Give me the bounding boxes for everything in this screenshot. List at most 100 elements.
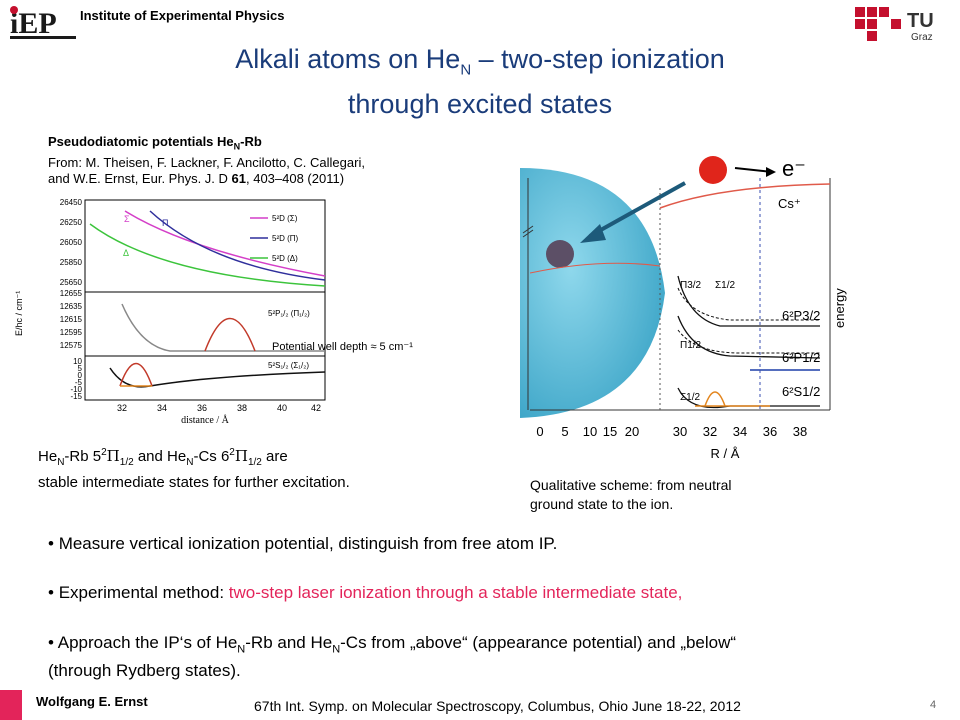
label-sigma-1-2-upper: Σ1/2 bbox=[715, 280, 736, 291]
ytick-bot-2: 0 bbox=[78, 371, 83, 380]
xtick-3: 38 bbox=[237, 403, 247, 413]
alkali-atom-on-droplet bbox=[546, 240, 574, 268]
ytick-bot-3: -5 bbox=[75, 378, 83, 387]
label-6s-1-2: 6²S1/2 bbox=[782, 384, 820, 399]
label-pi: Π bbox=[162, 218, 169, 228]
title-line-2: through excited states bbox=[347, 89, 613, 120]
ytick-mid-3: 12595 bbox=[60, 328, 83, 337]
ion-label: Cs⁺ bbox=[778, 196, 801, 211]
page-number: 4 bbox=[930, 699, 937, 711]
xtick-5: 42 bbox=[311, 403, 321, 413]
ytick-top-3: 25850 bbox=[60, 258, 83, 267]
r-tick-2: 10 bbox=[583, 424, 597, 439]
right-caption: Qualitative scheme: from neutral ground … bbox=[530, 476, 732, 514]
ytick-bot-5: -15 bbox=[70, 392, 82, 401]
label-sigma: Σ bbox=[124, 214, 130, 224]
ytick-top-0: 26450 bbox=[60, 198, 83, 207]
reference-line-1: From: M. Theisen, F. Lackner, F. Ancilot… bbox=[48, 154, 365, 170]
label-6p-3-2: 6²P3/2 bbox=[782, 308, 820, 323]
well-depth-note: Potential well depth ≈ 5 cm⁻¹ bbox=[272, 341, 413, 353]
curve-pi bbox=[149, 210, 326, 281]
iep-logo-graphic: iEP bbox=[10, 6, 76, 40]
ion-curve bbox=[659, 183, 831, 209]
r-tick-9: 38 bbox=[793, 424, 807, 439]
label-pi-1-2: Π1/2 bbox=[680, 340, 702, 351]
wavefunction-p bbox=[204, 318, 256, 352]
ytick-top-2: 26050 bbox=[60, 238, 83, 247]
graz-logo-text: Graz bbox=[911, 32, 933, 43]
ytick-bot-0: 10 bbox=[73, 357, 82, 366]
left-caption: HeN-Rb 52Π1/2 and HeN-Cs 62Π1/2 are stab… bbox=[38, 443, 458, 493]
r-tick-8: 36 bbox=[763, 424, 777, 439]
r-tick-5: 30 bbox=[673, 424, 687, 439]
institute-name: Institute of Experimental Physics bbox=[80, 8, 285, 23]
ytick-mid-1: 12635 bbox=[60, 302, 83, 311]
r-axis-label: R / Å bbox=[711, 446, 740, 461]
electron-label: e⁻ bbox=[782, 156, 806, 181]
tu-graz-logo-graphic: TU Graz bbox=[855, 7, 934, 43]
ytick-bot-4: -10 bbox=[70, 385, 82, 394]
energy-axis-label: energy bbox=[832, 288, 847, 328]
ytick-mid-0: 12655 bbox=[60, 289, 83, 298]
state-p-label: 5²P₁/₂ (Π₁/₂) bbox=[268, 309, 310, 318]
bullet-3: • Approach the IP‘s of HeN-Rb and HeN-Cs… bbox=[48, 633, 737, 681]
curve-p-state bbox=[121, 303, 325, 352]
left-caption-line-1: HeN-Rb 52Π1/2 and HeN-Cs 62Π1/2 are bbox=[38, 447, 288, 468]
footer-author: Wolfgang E. Ernst bbox=[36, 694, 148, 709]
ytick-mid-4: 12575 bbox=[60, 341, 83, 350]
left-xlabel: distance / Å bbox=[181, 414, 230, 426]
xtick-4: 40 bbox=[277, 403, 287, 413]
ytick-top-4: 25650 bbox=[60, 278, 83, 287]
bullet-1: • Measure vertical ionization potential,… bbox=[48, 534, 558, 553]
label-sigma-1-2-lower: Σ1/2 bbox=[680, 392, 701, 403]
footer-accent bbox=[0, 690, 22, 720]
reference-line-2: and W.E. Ernst, Eur. Phys. J. D 61, 403–… bbox=[48, 170, 345, 186]
bullet-1-marker: • bbox=[48, 534, 59, 553]
helium-droplet bbox=[520, 168, 665, 418]
desorption-arrow bbox=[589, 181, 686, 238]
bullet-3-marker: • bbox=[48, 633, 58, 652]
right-caption-line-2: ground state to the ion. bbox=[530, 496, 674, 512]
slide-title: Alkali atoms on HeN – two-step ionizatio… bbox=[0, 42, 960, 121]
wavefunction-s bbox=[119, 363, 153, 387]
left-ylabel: E/hc / cm⁻¹ bbox=[14, 291, 24, 336]
xtick-2: 36 bbox=[197, 403, 207, 413]
reference-block: Pseudodiatomic potentials HeN-Rb From: M… bbox=[48, 134, 468, 187]
legend-delta: 5²D (Δ) bbox=[272, 254, 298, 263]
left-caption-line-2: stable intermediate states for further e… bbox=[38, 474, 350, 491]
ytick-bot-1: 5 bbox=[78, 364, 83, 373]
reference-heading: Pseudodiatomic potentials HeN-Rb bbox=[48, 134, 262, 152]
ytick-top-1: 26250 bbox=[60, 218, 83, 227]
curve-delta bbox=[89, 223, 326, 287]
title-line-1: Alkali atoms on HeN – two-step ionizatio… bbox=[235, 44, 725, 79]
footer-conference: 67th Int. Symp. on Molecular Spectroscop… bbox=[254, 698, 741, 714]
r-tick-4: 20 bbox=[625, 424, 639, 439]
r-tick-1: 5 bbox=[561, 424, 568, 439]
label-pi-3-2: Π3/2 bbox=[680, 280, 702, 291]
r-tick-3: 15 bbox=[603, 424, 617, 439]
tu-logo-text: TU bbox=[907, 10, 934, 32]
ytick-mid-2: 12615 bbox=[60, 315, 83, 324]
bullet-2-highlight: two-step laser ionization through a stab… bbox=[228, 583, 683, 602]
potential-curves-plot: 26450 26250 26050 25850 25650 12655 1263… bbox=[10, 196, 450, 426]
ionization-scheme: e⁻ Cs⁺ energy Π3/2 Σ1/2 6²P3/2 Π1/2 6²P1… bbox=[520, 148, 860, 470]
iep-logo: iEP bbox=[8, 4, 78, 42]
tu-graz-logo: TU Graz bbox=[855, 5, 945, 45]
bullet-2-marker: • bbox=[48, 583, 59, 602]
curve-sigma bbox=[124, 210, 326, 277]
bullet-2: • Experimental method: two-step laser io… bbox=[48, 583, 683, 602]
right-caption-line-1: Qualitative scheme: from neutral bbox=[530, 477, 732, 493]
xtick-0: 32 bbox=[117, 403, 127, 413]
state-s-label: 5²S₁/₂ (Σ₁/₂) bbox=[268, 361, 309, 370]
r-tick-7: 34 bbox=[733, 424, 747, 439]
r-tick-0: 0 bbox=[536, 424, 543, 439]
legend-sigma: 5²D (Σ) bbox=[272, 214, 298, 223]
r-tick-6: 32 bbox=[703, 424, 717, 439]
potential-curves-svg: 26450 26250 26050 25850 25650 12655 1263… bbox=[14, 198, 326, 426]
xtick-1: 34 bbox=[157, 403, 167, 413]
label-delta: Δ bbox=[123, 248, 129, 258]
legend-pi: 5²D (Π) bbox=[272, 234, 299, 243]
ionized-atom bbox=[699, 156, 727, 184]
iep-logo-text: iEP bbox=[10, 7, 57, 40]
curve-s-state bbox=[109, 367, 326, 388]
